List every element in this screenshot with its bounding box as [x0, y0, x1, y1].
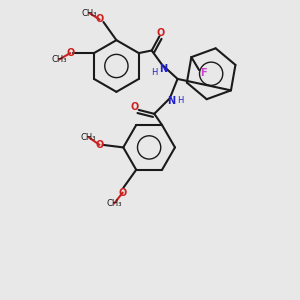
Text: O: O — [118, 188, 127, 197]
Text: O: O — [66, 48, 74, 58]
Text: H: H — [152, 68, 158, 77]
Text: H: H — [177, 96, 183, 105]
Text: O: O — [95, 14, 104, 25]
Text: CH₃: CH₃ — [81, 133, 96, 142]
Text: O: O — [130, 102, 138, 112]
Text: F: F — [200, 68, 206, 78]
Text: O: O — [95, 140, 104, 150]
Text: CH₃: CH₃ — [51, 55, 67, 64]
Text: N: N — [159, 64, 167, 74]
Text: CH₃: CH₃ — [106, 199, 122, 208]
Text: N: N — [167, 96, 175, 106]
Text: CH₃: CH₃ — [82, 8, 97, 17]
Text: O: O — [157, 28, 165, 38]
